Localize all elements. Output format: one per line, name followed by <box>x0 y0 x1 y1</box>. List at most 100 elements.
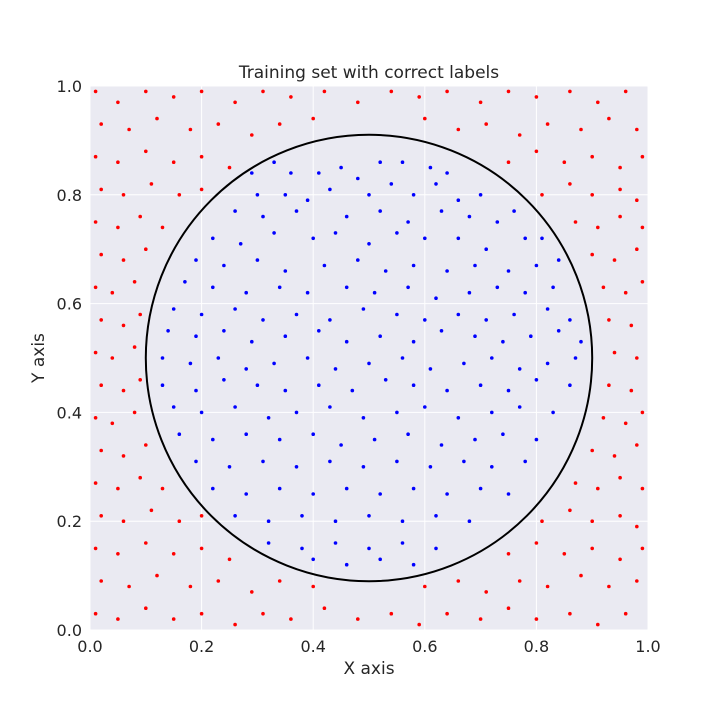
data-point <box>623 611 628 616</box>
data-point <box>640 410 645 415</box>
data-point <box>199 187 204 192</box>
data-point <box>545 122 550 126</box>
data-point <box>261 611 265 616</box>
data-point <box>144 247 148 251</box>
data-point <box>216 122 221 126</box>
data-point <box>635 247 639 251</box>
x-tick-label: 0.6 <box>412 637 437 656</box>
data-point <box>110 421 115 426</box>
data-point <box>545 307 550 311</box>
data-point <box>568 508 572 513</box>
data-point <box>635 198 639 202</box>
data-point <box>495 220 500 224</box>
data-point <box>434 514 438 518</box>
data-point <box>149 508 154 513</box>
data-point <box>383 378 388 382</box>
data-point <box>473 437 477 442</box>
data-point <box>640 546 645 551</box>
data-point <box>211 285 215 290</box>
data-point <box>523 236 527 241</box>
data-point <box>579 127 583 132</box>
data-point <box>545 361 550 366</box>
data-point <box>311 116 316 121</box>
data-point <box>311 432 316 437</box>
data-point <box>155 116 159 121</box>
data-point <box>551 410 555 415</box>
y-tick-label: 0.2 <box>57 512 82 531</box>
data-point <box>300 514 304 518</box>
data-point <box>328 405 332 409</box>
data-point <box>456 198 461 202</box>
data-point <box>590 193 594 197</box>
data-point <box>579 573 583 578</box>
data-point <box>121 454 126 458</box>
data-point <box>568 383 572 388</box>
data-point <box>171 307 176 311</box>
data-point <box>356 100 360 105</box>
data-point <box>411 193 416 197</box>
data-point <box>389 611 394 616</box>
data-point <box>534 263 539 268</box>
data-point <box>411 339 416 344</box>
data-point <box>160 225 165 230</box>
data-point <box>490 410 494 415</box>
data-point <box>400 160 405 164</box>
data-point <box>395 312 399 317</box>
data-point <box>618 514 622 518</box>
data-point <box>378 160 383 164</box>
data-point <box>344 214 349 219</box>
data-point <box>339 165 343 170</box>
data-point <box>400 541 405 545</box>
data-point <box>283 269 288 273</box>
data-point <box>512 312 516 317</box>
data-point <box>596 486 600 491</box>
data-point <box>93 611 98 616</box>
data-point <box>144 606 148 610</box>
data-point <box>590 546 594 551</box>
data-point <box>93 89 98 94</box>
data-point <box>400 519 405 523</box>
data-point <box>121 323 126 328</box>
x-tick-label: 0.8 <box>524 637 549 656</box>
data-point <box>434 296 438 301</box>
data-point <box>506 606 511 610</box>
data-point <box>127 584 131 589</box>
data-point <box>110 356 115 360</box>
data-point <box>618 165 622 170</box>
data-point <box>378 557 383 562</box>
data-point <box>372 290 377 295</box>
data-point <box>590 448 594 453</box>
data-point <box>540 193 544 197</box>
data-point <box>534 437 539 442</box>
data-point <box>99 514 103 518</box>
data-point <box>272 361 276 366</box>
data-point <box>640 280 645 284</box>
data-point <box>439 329 444 333</box>
data-point <box>356 176 360 181</box>
data-point <box>456 127 461 132</box>
data-point <box>395 459 399 464</box>
data-point <box>138 378 142 382</box>
data-point <box>395 410 399 415</box>
data-point <box>227 465 232 469</box>
data-point <box>177 193 182 197</box>
data-point <box>333 541 338 545</box>
data-point <box>501 432 505 437</box>
data-point <box>601 416 606 420</box>
data-point <box>322 263 327 268</box>
data-point <box>328 187 332 192</box>
data-point <box>462 361 466 366</box>
data-point <box>294 312 299 317</box>
data-point <box>344 285 349 290</box>
data-point <box>506 492 511 496</box>
data-point <box>328 318 332 322</box>
data-point <box>216 356 221 360</box>
data-point <box>289 171 293 175</box>
data-point <box>545 584 550 589</box>
data-point <box>456 236 461 241</box>
data-point <box>568 611 572 616</box>
data-point <box>596 100 600 105</box>
data-point <box>417 95 422 99</box>
data-point <box>311 557 316 562</box>
data-point <box>562 552 567 556</box>
